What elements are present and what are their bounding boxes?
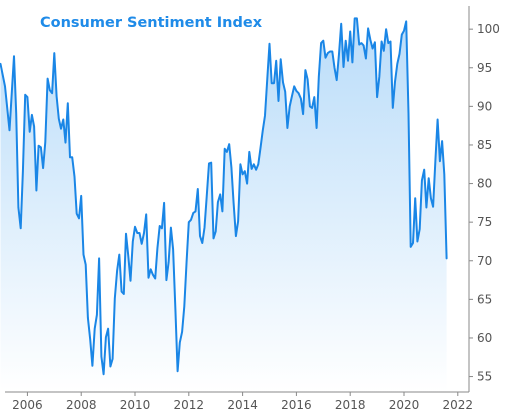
series-line (0, 17, 448, 376)
y-tick-label: 95 (477, 61, 492, 75)
x-tick-label: 2022 (443, 398, 474, 411)
y-tick-label: 90 (477, 99, 492, 113)
axes: 55 60 65 70 75 80 85 90 95 100 2006 2008 2010 2012 201… (5, 6, 500, 411)
x-tick-label: 2014 (227, 398, 258, 411)
y-tick-label: 65 (477, 292, 492, 306)
x-tick-label: 2020 (389, 398, 420, 411)
y-tick-label: 60 (477, 331, 492, 345)
x-tick-label: 2016 (281, 398, 312, 411)
x-tick-label: 2008 (66, 398, 97, 411)
plot-area (0, 17, 448, 393)
y-tick-label: 70 (477, 254, 492, 268)
y-tick-label: 85 (477, 138, 492, 152)
x-tick-label: 2018 (335, 398, 366, 411)
y-tick-label: 55 (477, 370, 492, 384)
x-tick-label: 2010 (120, 398, 151, 411)
y-tick-label: 100 (477, 22, 500, 36)
y-tick-label: 80 (477, 177, 492, 191)
x-tick-label: 2012 (174, 398, 205, 411)
y-tick-label: 75 (477, 215, 492, 229)
x-tick-label: 2006 (12, 398, 43, 411)
chart-title: Consumer Sentiment Index (40, 15, 263, 31)
